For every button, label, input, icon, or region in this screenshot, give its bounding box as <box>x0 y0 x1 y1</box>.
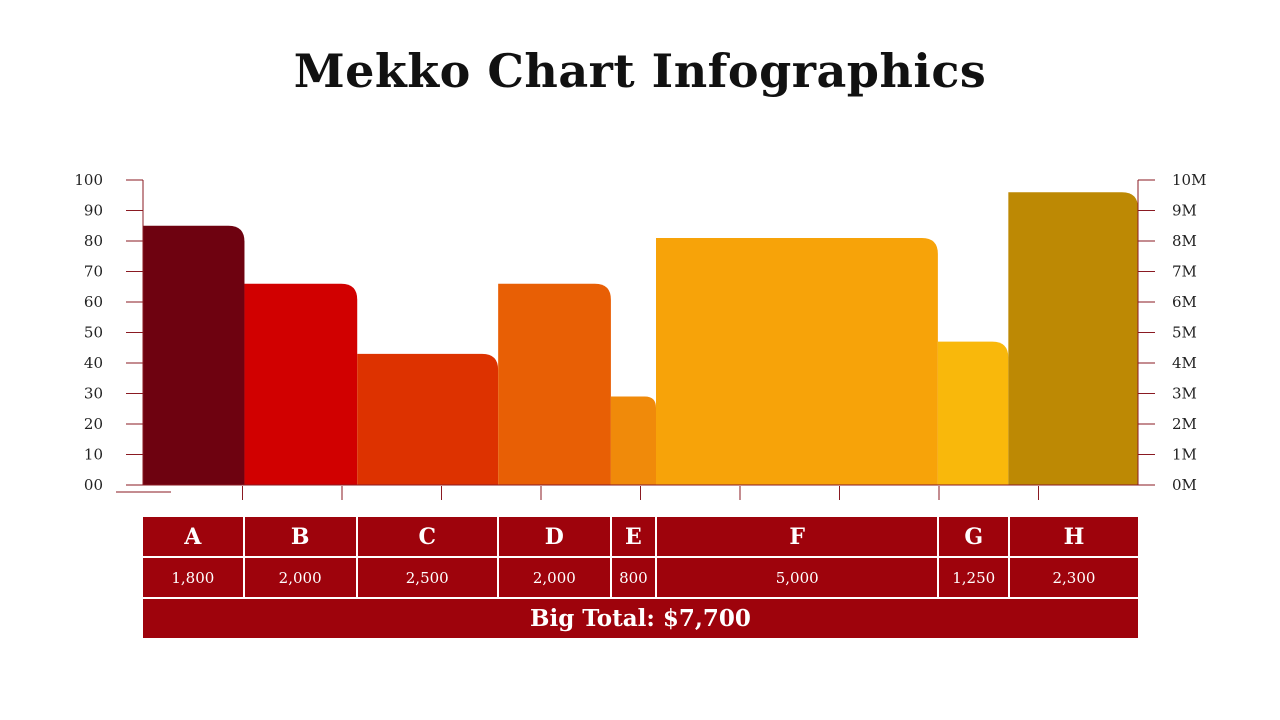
bar-c <box>357 353 499 485</box>
left-tick-label: 20 <box>84 415 103 433</box>
chart-title: Mekko Chart Infographics <box>293 44 987 98</box>
category-value-c: 2,500 <box>355 556 499 599</box>
category-label-a: A <box>141 515 245 558</box>
right-tick-label: 9M <box>1172 202 1197 220</box>
right-tick-label: 4M <box>1172 354 1197 372</box>
category-label-h: H <box>1008 515 1140 558</box>
right-tick-label: 10M <box>1172 171 1206 189</box>
big-total: Big Total: $7,700 <box>141 597 1140 640</box>
left-tick-label: 60 <box>84 293 103 311</box>
right-tick-label: 3M <box>1172 385 1197 403</box>
bar-h <box>1008 192 1138 485</box>
bar-d <box>498 283 611 485</box>
bar-b <box>244 283 358 485</box>
category-label-c: C <box>355 515 499 558</box>
category-label-f: F <box>654 515 940 558</box>
right-tick-label: 7M <box>1172 263 1197 281</box>
right-tick-label: 6M <box>1172 293 1197 311</box>
category-value-f: 5,000 <box>654 556 940 599</box>
left-tick-label: 90 <box>84 202 103 220</box>
bar-e <box>610 396 657 485</box>
right-tick-label: 5M <box>1172 324 1197 342</box>
category-value-a: 1,800 <box>141 556 245 599</box>
total-row: Big Total: $7,700 <box>141 597 1140 640</box>
category-value-d: 2,000 <box>496 556 612 599</box>
right-tick-label: 8M <box>1172 232 1197 250</box>
category-value-g: 1,250 <box>937 556 1011 599</box>
right-tick-label: 0M <box>1172 476 1197 494</box>
bar-a <box>143 225 245 485</box>
left-tick-label: 30 <box>84 385 103 403</box>
category-value-e: 800 <box>609 556 658 599</box>
category-value-b: 2,000 <box>242 556 358 599</box>
left-tick-label: 40 <box>84 354 103 372</box>
left-tick-label: 10 <box>84 446 103 464</box>
category-value-h: 2,300 <box>1008 556 1140 599</box>
category-label-e: E <box>609 515 658 558</box>
left-tick-label: 100 <box>74 171 103 189</box>
value-row: 1,800 2,000 2,500 2,000 800 5,000 1,250 2,300 <box>141 556 1140 599</box>
bar-g <box>937 341 1009 485</box>
bar-f <box>656 237 938 485</box>
right-tick-label: 1M <box>1172 446 1197 464</box>
category-label-g: G <box>937 515 1011 558</box>
category-label-d: D <box>496 515 612 558</box>
category-label-b: B <box>242 515 358 558</box>
right-tick-label: 2M <box>1172 415 1197 433</box>
left-tick-label: 50 <box>84 324 103 342</box>
left-tick-label: 80 <box>84 232 103 250</box>
left-tick-label: 70 <box>84 263 103 281</box>
left-tick-label: 00 <box>84 476 103 494</box>
